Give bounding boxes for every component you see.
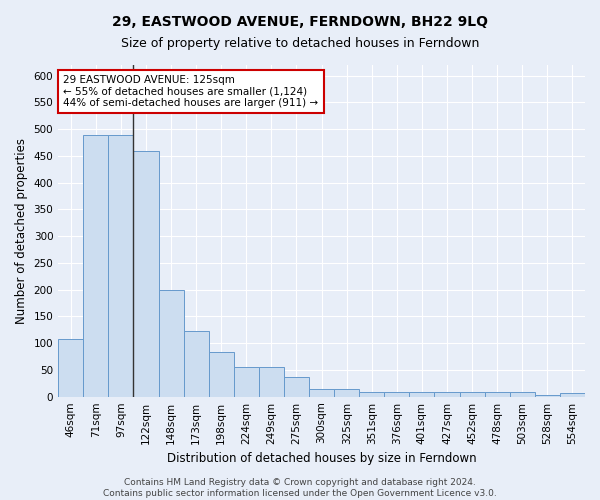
Bar: [209, 352, 234, 397]
Text: Size of property relative to detached houses in Ferndown: Size of property relative to detached ho…: [121, 38, 479, 51]
Bar: [259, 368, 284, 396]
Bar: [409, 392, 434, 396]
Text: Contains HM Land Registry data © Crown copyright and database right 2024.
Contai: Contains HM Land Registry data © Crown c…: [103, 478, 497, 498]
Bar: [385, 392, 409, 396]
Bar: [309, 388, 334, 396]
Bar: [234, 368, 259, 396]
Bar: [109, 134, 133, 396]
Bar: [83, 134, 109, 396]
Text: 29 EASTWOOD AVENUE: 125sqm
← 55% of detached houses are smaller (1,124)
44% of s: 29 EASTWOOD AVENUE: 125sqm ← 55% of deta…: [64, 75, 319, 108]
X-axis label: Distribution of detached houses by size in Ferndown: Distribution of detached houses by size …: [167, 452, 476, 465]
Bar: [460, 392, 485, 396]
Bar: [485, 392, 510, 396]
Y-axis label: Number of detached properties: Number of detached properties: [15, 138, 28, 324]
Text: 29, EASTWOOD AVENUE, FERNDOWN, BH22 9LQ: 29, EASTWOOD AVENUE, FERNDOWN, BH22 9LQ: [112, 15, 488, 29]
Bar: [184, 332, 209, 396]
Bar: [434, 392, 460, 396]
Bar: [133, 150, 158, 396]
Bar: [334, 388, 359, 396]
Bar: [510, 392, 535, 396]
Bar: [284, 377, 309, 396]
Bar: [359, 392, 385, 396]
Bar: [560, 393, 585, 396]
Bar: [158, 290, 184, 397]
Bar: [58, 340, 83, 396]
Bar: [535, 394, 560, 396]
